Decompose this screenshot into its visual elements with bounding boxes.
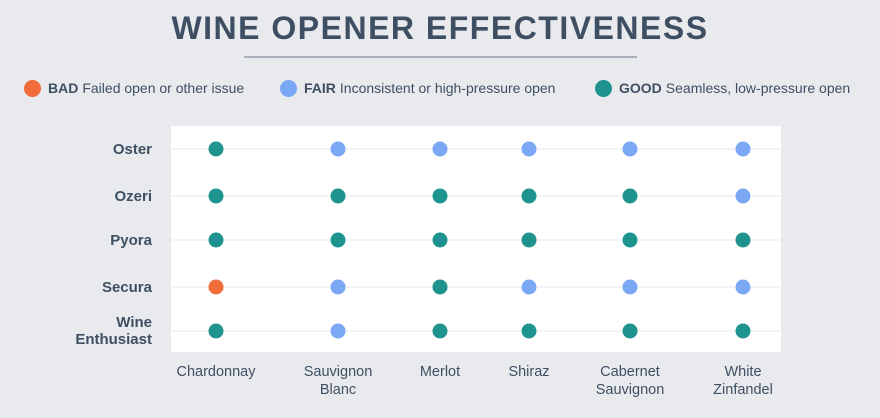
point-pyora-chardonnay-good	[208, 232, 224, 248]
legend-key-bad: BAD	[48, 80, 79, 96]
legend-text-bad: Failed open or other issue	[82, 80, 245, 96]
point-wine-enthusiast-chardonnay-good	[208, 323, 224, 339]
column-label-line: Blanc	[319, 382, 357, 398]
point-pyora-sauvignon-blanc-good	[330, 232, 346, 248]
column-label-line: Sauvignon	[303, 364, 373, 380]
legend-item-good: GOOD Seamless, low-pressure open	[595, 78, 850, 98]
row-label-pyora: Pyora	[2, 232, 152, 249]
title-underline	[244, 56, 637, 58]
point-pyora-shiraz-good	[521, 232, 537, 248]
legend-dot-good	[595, 79, 612, 97]
point-ozeri-white-zinfandel-fair	[735, 188, 751, 204]
point-pyora-white-zinfandel-good	[735, 232, 751, 248]
legend-text-fair: Inconsistent or high-pressure open	[339, 80, 556, 96]
legend-dot-fair	[280, 79, 297, 97]
column-label-chardonnay: Chardonnay	[156, 363, 276, 381]
column-label-line: Cabernet	[600, 364, 660, 380]
legend-dot-bad	[24, 79, 41, 97]
row-label-oster: Oster	[2, 141, 152, 158]
point-wine-enthusiast-sauvignon-blanc-fair	[330, 323, 346, 339]
column-label-line: Shiraz	[508, 364, 550, 380]
point-pyora-cabernet-sauvignon-good	[622, 232, 638, 248]
column-label-merlot: Merlot	[380, 363, 500, 381]
legend-item-bad: BAD Failed open or other issue	[24, 78, 244, 98]
point-oster-chardonnay-good	[208, 141, 224, 157]
legend-item-fair: FAIR Inconsistent or high-pressure open	[280, 78, 555, 98]
point-secura-merlot-good	[432, 279, 448, 295]
point-ozeri-cabernet-sauvignon-good	[622, 188, 638, 204]
row-label-line: Enthusiast	[75, 331, 152, 348]
point-wine-enthusiast-merlot-good	[432, 323, 448, 339]
point-oster-shiraz-fair	[521, 141, 537, 157]
column-label-cabernet-sauvignon: Cabernet Sauvignon	[570, 363, 690, 399]
column-label-line: Zinfandel	[713, 382, 773, 398]
row-label-line: Ozeri	[114, 187, 152, 205]
point-secura-white-zinfandel-fair	[735, 279, 751, 295]
point-oster-merlot-fair	[432, 141, 448, 157]
column-label-line: White	[724, 364, 762, 380]
legend-text-good: Seamless, low-pressure open	[665, 80, 851, 96]
chart-title: WINE OPENER EFFECTIVENESS	[171, 10, 709, 46]
point-secura-shiraz-fair	[521, 279, 537, 295]
plot-panel	[171, 126, 781, 352]
row-label-ozeri: Ozeri	[2, 188, 152, 205]
row-label-secura: Secura	[2, 279, 152, 296]
point-oster-white-zinfandel-fair	[735, 141, 751, 157]
column-label-shiraz: Shiraz	[469, 363, 589, 381]
row-label-line: Oster	[112, 140, 152, 158]
point-wine-enthusiast-white-zinfandel-good	[735, 323, 751, 339]
point-ozeri-shiraz-good	[521, 188, 537, 204]
row-label-line: Pyora	[110, 231, 152, 249]
row-label-wine-enthusiast: Wine Enthusiast	[2, 314, 152, 348]
point-pyora-merlot-good	[432, 232, 448, 248]
point-ozeri-chardonnay-good	[208, 188, 224, 204]
point-secura-chardonnay-bad	[208, 279, 224, 295]
point-secura-cabernet-sauvignon-fair	[622, 279, 638, 295]
column-label-white-zinfandel: White Zinfandel	[683, 363, 803, 399]
column-label-line: Chardonnay	[176, 364, 256, 380]
row-label-line: Wine	[116, 314, 152, 331]
column-label-sauvignon-blanc: Sauvignon Blanc	[278, 363, 398, 399]
column-label-line: Merlot	[419, 364, 461, 380]
point-oster-sauvignon-blanc-fair	[330, 141, 346, 157]
point-ozeri-merlot-good	[432, 188, 448, 204]
legend-key-good: GOOD	[619, 80, 662, 96]
row-label-line: Secura	[101, 278, 152, 296]
point-secura-sauvignon-blanc-fair	[330, 279, 346, 295]
point-oster-cabernet-sauvignon-fair	[622, 141, 638, 157]
column-label-line: Sauvignon	[595, 382, 665, 398]
point-wine-enthusiast-cabernet-sauvignon-good	[622, 323, 638, 339]
point-wine-enthusiast-shiraz-good	[521, 323, 537, 339]
legend-key-fair: FAIR	[304, 80, 336, 96]
point-ozeri-sauvignon-blanc-good	[330, 188, 346, 204]
